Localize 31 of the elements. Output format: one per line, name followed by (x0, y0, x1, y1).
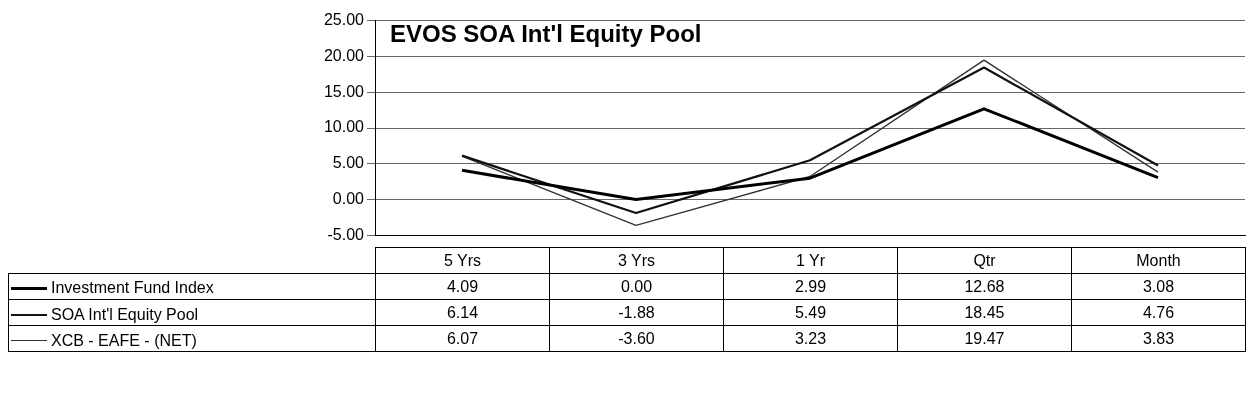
legend-label: Investment Fund Index (51, 279, 214, 298)
y-tick-label: 5.00 (332, 154, 365, 172)
data-label: 0.00 (549, 273, 724, 300)
legend-label: XCB - EAFE - (NET) (51, 331, 197, 350)
data-label: 5.49 (723, 299, 898, 326)
data-label: 19.47 (897, 325, 1072, 352)
y-tick-label: 15.00 (323, 82, 365, 100)
y-tick-label: 0.00 (332, 190, 365, 208)
legend-label: SOA Int'l Equity Pool (51, 305, 199, 324)
x-tick-label: 1 Yr (723, 247, 898, 274)
y-tick-label: 25.00 (323, 11, 365, 29)
data-label: 3.23 (723, 325, 898, 352)
x-tick-label: 3 Yrs (549, 247, 724, 274)
x-tick-label: Month (1071, 247, 1246, 274)
data-label: 12.68 (897, 273, 1072, 300)
data-label: 6.07 (375, 325, 550, 352)
data-label: -1.88 (549, 299, 724, 326)
data-label: 18.45 (897, 299, 1072, 326)
data-label: 4.09 (375, 273, 550, 300)
data-label: -3.60 (549, 325, 724, 352)
x-tick-label: Qtr (897, 247, 1072, 274)
data-label: 6.14 (375, 299, 550, 326)
y-tick-label: 10.00 (323, 118, 365, 136)
data-label: 3.83 (1071, 325, 1246, 352)
y-tick-label: -5.00 (327, 225, 365, 243)
x-tick-label: 5 Yrs (375, 247, 550, 274)
data-label: 2.99 (723, 273, 898, 300)
data-label: 3.08 (1071, 273, 1246, 300)
y-tick-label: 20.00 (323, 46, 365, 64)
data-label: 4.76 (1071, 299, 1246, 326)
chart-title: EVOS SOA Int'l Equity Pool (390, 20, 702, 48)
